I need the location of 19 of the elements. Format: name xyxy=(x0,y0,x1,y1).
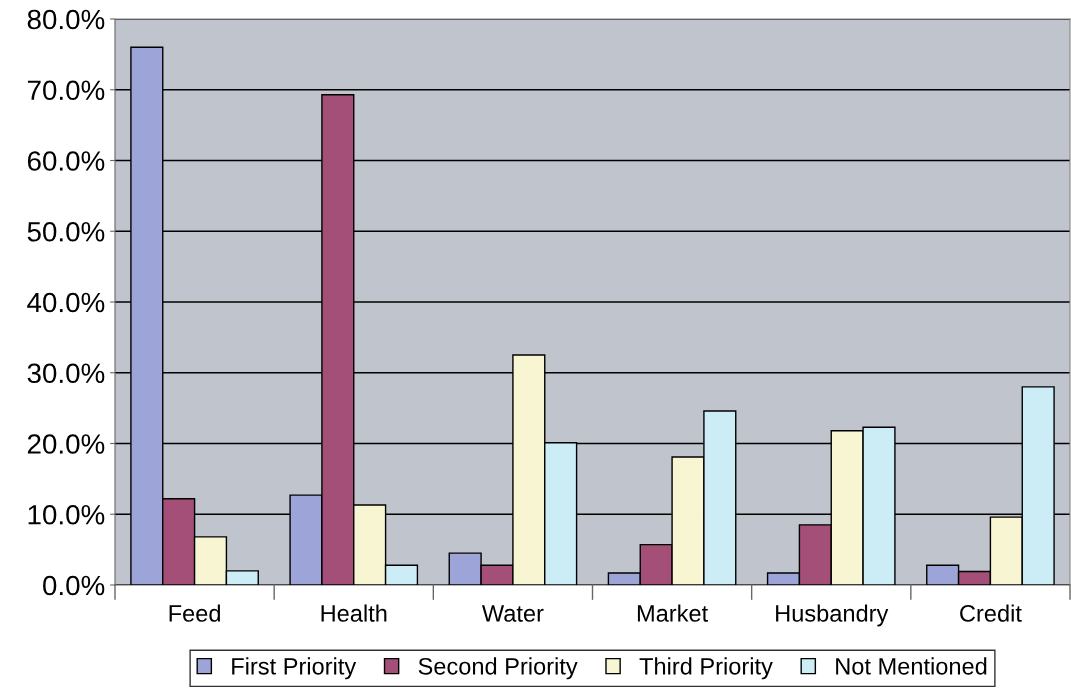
y-tick-label: 60.0% xyxy=(27,151,105,171)
legend-label: First Priority xyxy=(232,657,357,680)
x-tick-label: Credit xyxy=(960,604,1022,622)
legend-label: Not Mentioned xyxy=(836,657,987,675)
y-tick-label: 80.0% xyxy=(27,9,105,30)
legend-label: Second Priority xyxy=(418,657,578,680)
y-tick-label: 70.0% xyxy=(27,80,105,101)
y-tick-label: 40.0% xyxy=(27,292,105,313)
x-tick-label: Market xyxy=(637,604,708,622)
y-tick-label: 0.0% xyxy=(43,575,105,596)
x-tick-label: Water xyxy=(481,605,544,622)
y-tick-label: 10.0% xyxy=(28,504,105,525)
x-tick-label: Health xyxy=(321,604,387,622)
y-tick-label: 30.0% xyxy=(27,363,105,384)
legend-label: Third Priority xyxy=(639,657,773,680)
x-tick-label: Husbandry xyxy=(776,604,889,627)
y-tick-label: 20.0% xyxy=(27,434,105,454)
x-tick-label: Feed xyxy=(169,604,220,622)
y-tick-label: 50.0% xyxy=(27,221,105,242)
